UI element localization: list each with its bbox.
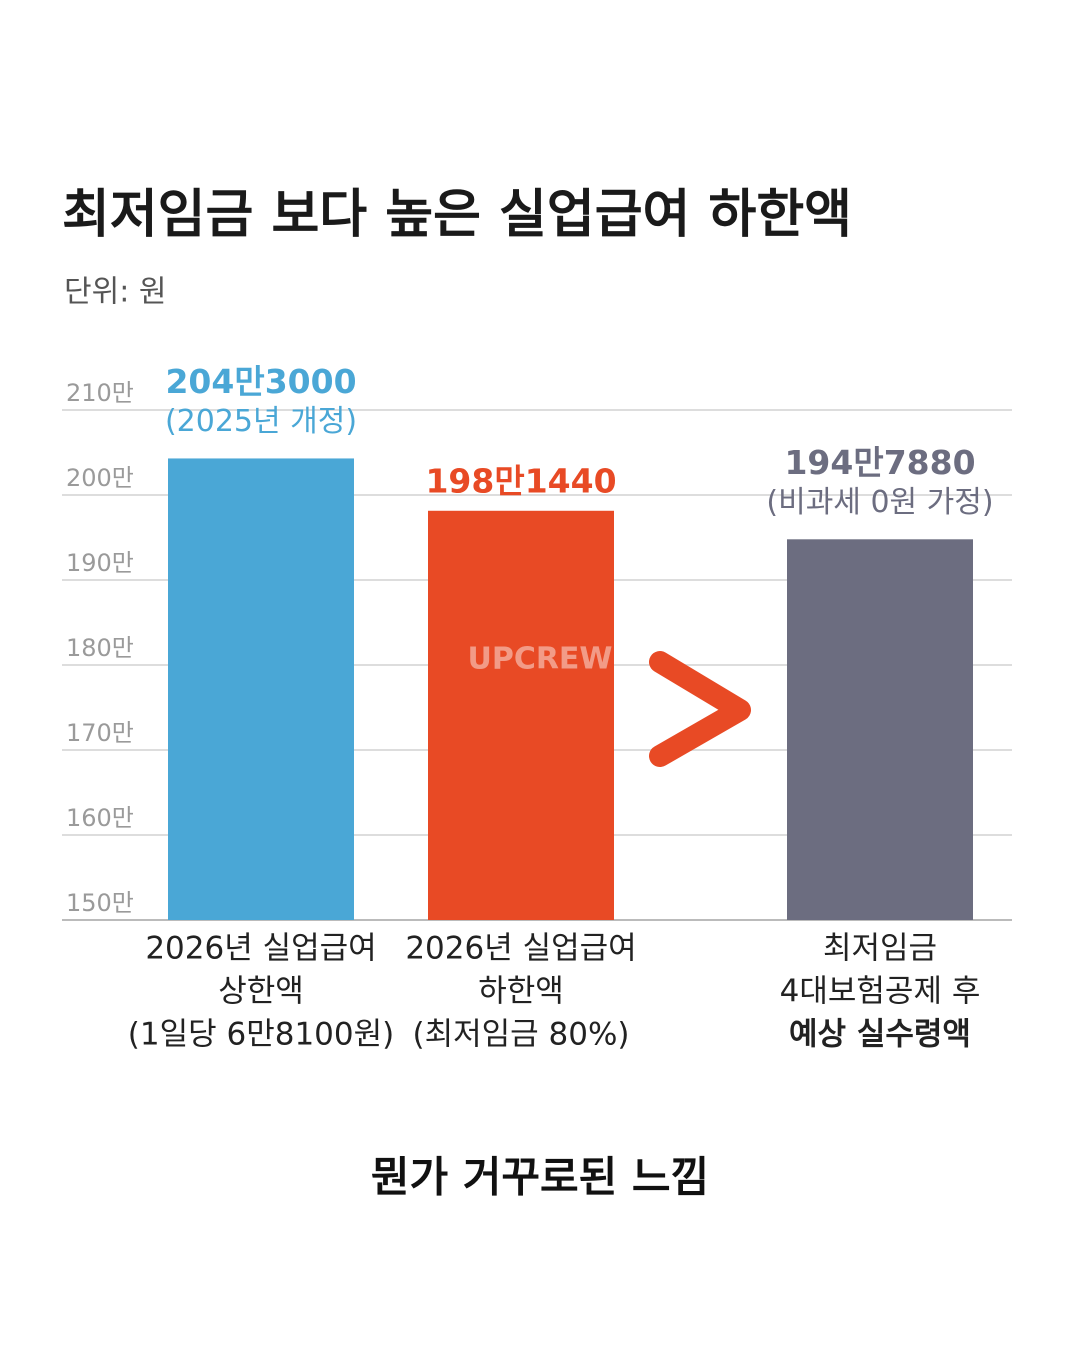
x-tick-label: 2026년 실업급여 xyxy=(145,931,376,967)
value-label: 198만1440 xyxy=(425,461,616,500)
x-tick-label: (1일당 6만8100원) xyxy=(128,1017,394,1053)
y-tick-label: 190만 xyxy=(66,549,134,577)
caption: 뭔가 거꾸로된 느낌 xyxy=(371,1153,709,1202)
y-tick-label: 150만 xyxy=(66,889,134,917)
y-tick-label: 210만 xyxy=(66,379,134,407)
bar xyxy=(787,539,973,920)
x-tick-label: (최저임금 80%) xyxy=(412,1017,629,1053)
value-note: (2025년 개정) xyxy=(165,404,357,439)
bar xyxy=(428,510,614,920)
x-tick-label: 4대보험공제 후 xyxy=(780,974,981,1010)
y-tick-label: 160만 xyxy=(66,804,134,832)
comparison-chevron xyxy=(649,651,751,767)
value-label: 204만3000 xyxy=(165,362,356,401)
x-tick-label: 2026년 실업급여 xyxy=(405,931,636,967)
watermark: UPCREW xyxy=(467,642,612,677)
x-tick-label: 예상 실수령액 xyxy=(789,1017,971,1053)
bar xyxy=(168,458,354,920)
x-tick-label: 상한액 xyxy=(218,974,304,1010)
value-note: (비과세 0원 가정) xyxy=(766,485,993,520)
y-tick-label: 180만 xyxy=(66,634,134,662)
x-tick-label: 하한액 xyxy=(478,974,564,1010)
value-label: 194만7880 xyxy=(784,443,975,482)
unit-label: 단위: 원 xyxy=(64,275,166,310)
chart-title: 최저임금 보다 높은 실업급여 하한액 xyxy=(62,185,852,245)
y-tick-label: 200만 xyxy=(66,464,134,492)
y-tick-label: 170만 xyxy=(66,719,134,747)
x-tick-label: 최저임금 xyxy=(823,931,937,967)
plot-area: 150만 160만 170만 180만 190만 200만 210만 204만3000(202… xyxy=(62,362,1012,1053)
